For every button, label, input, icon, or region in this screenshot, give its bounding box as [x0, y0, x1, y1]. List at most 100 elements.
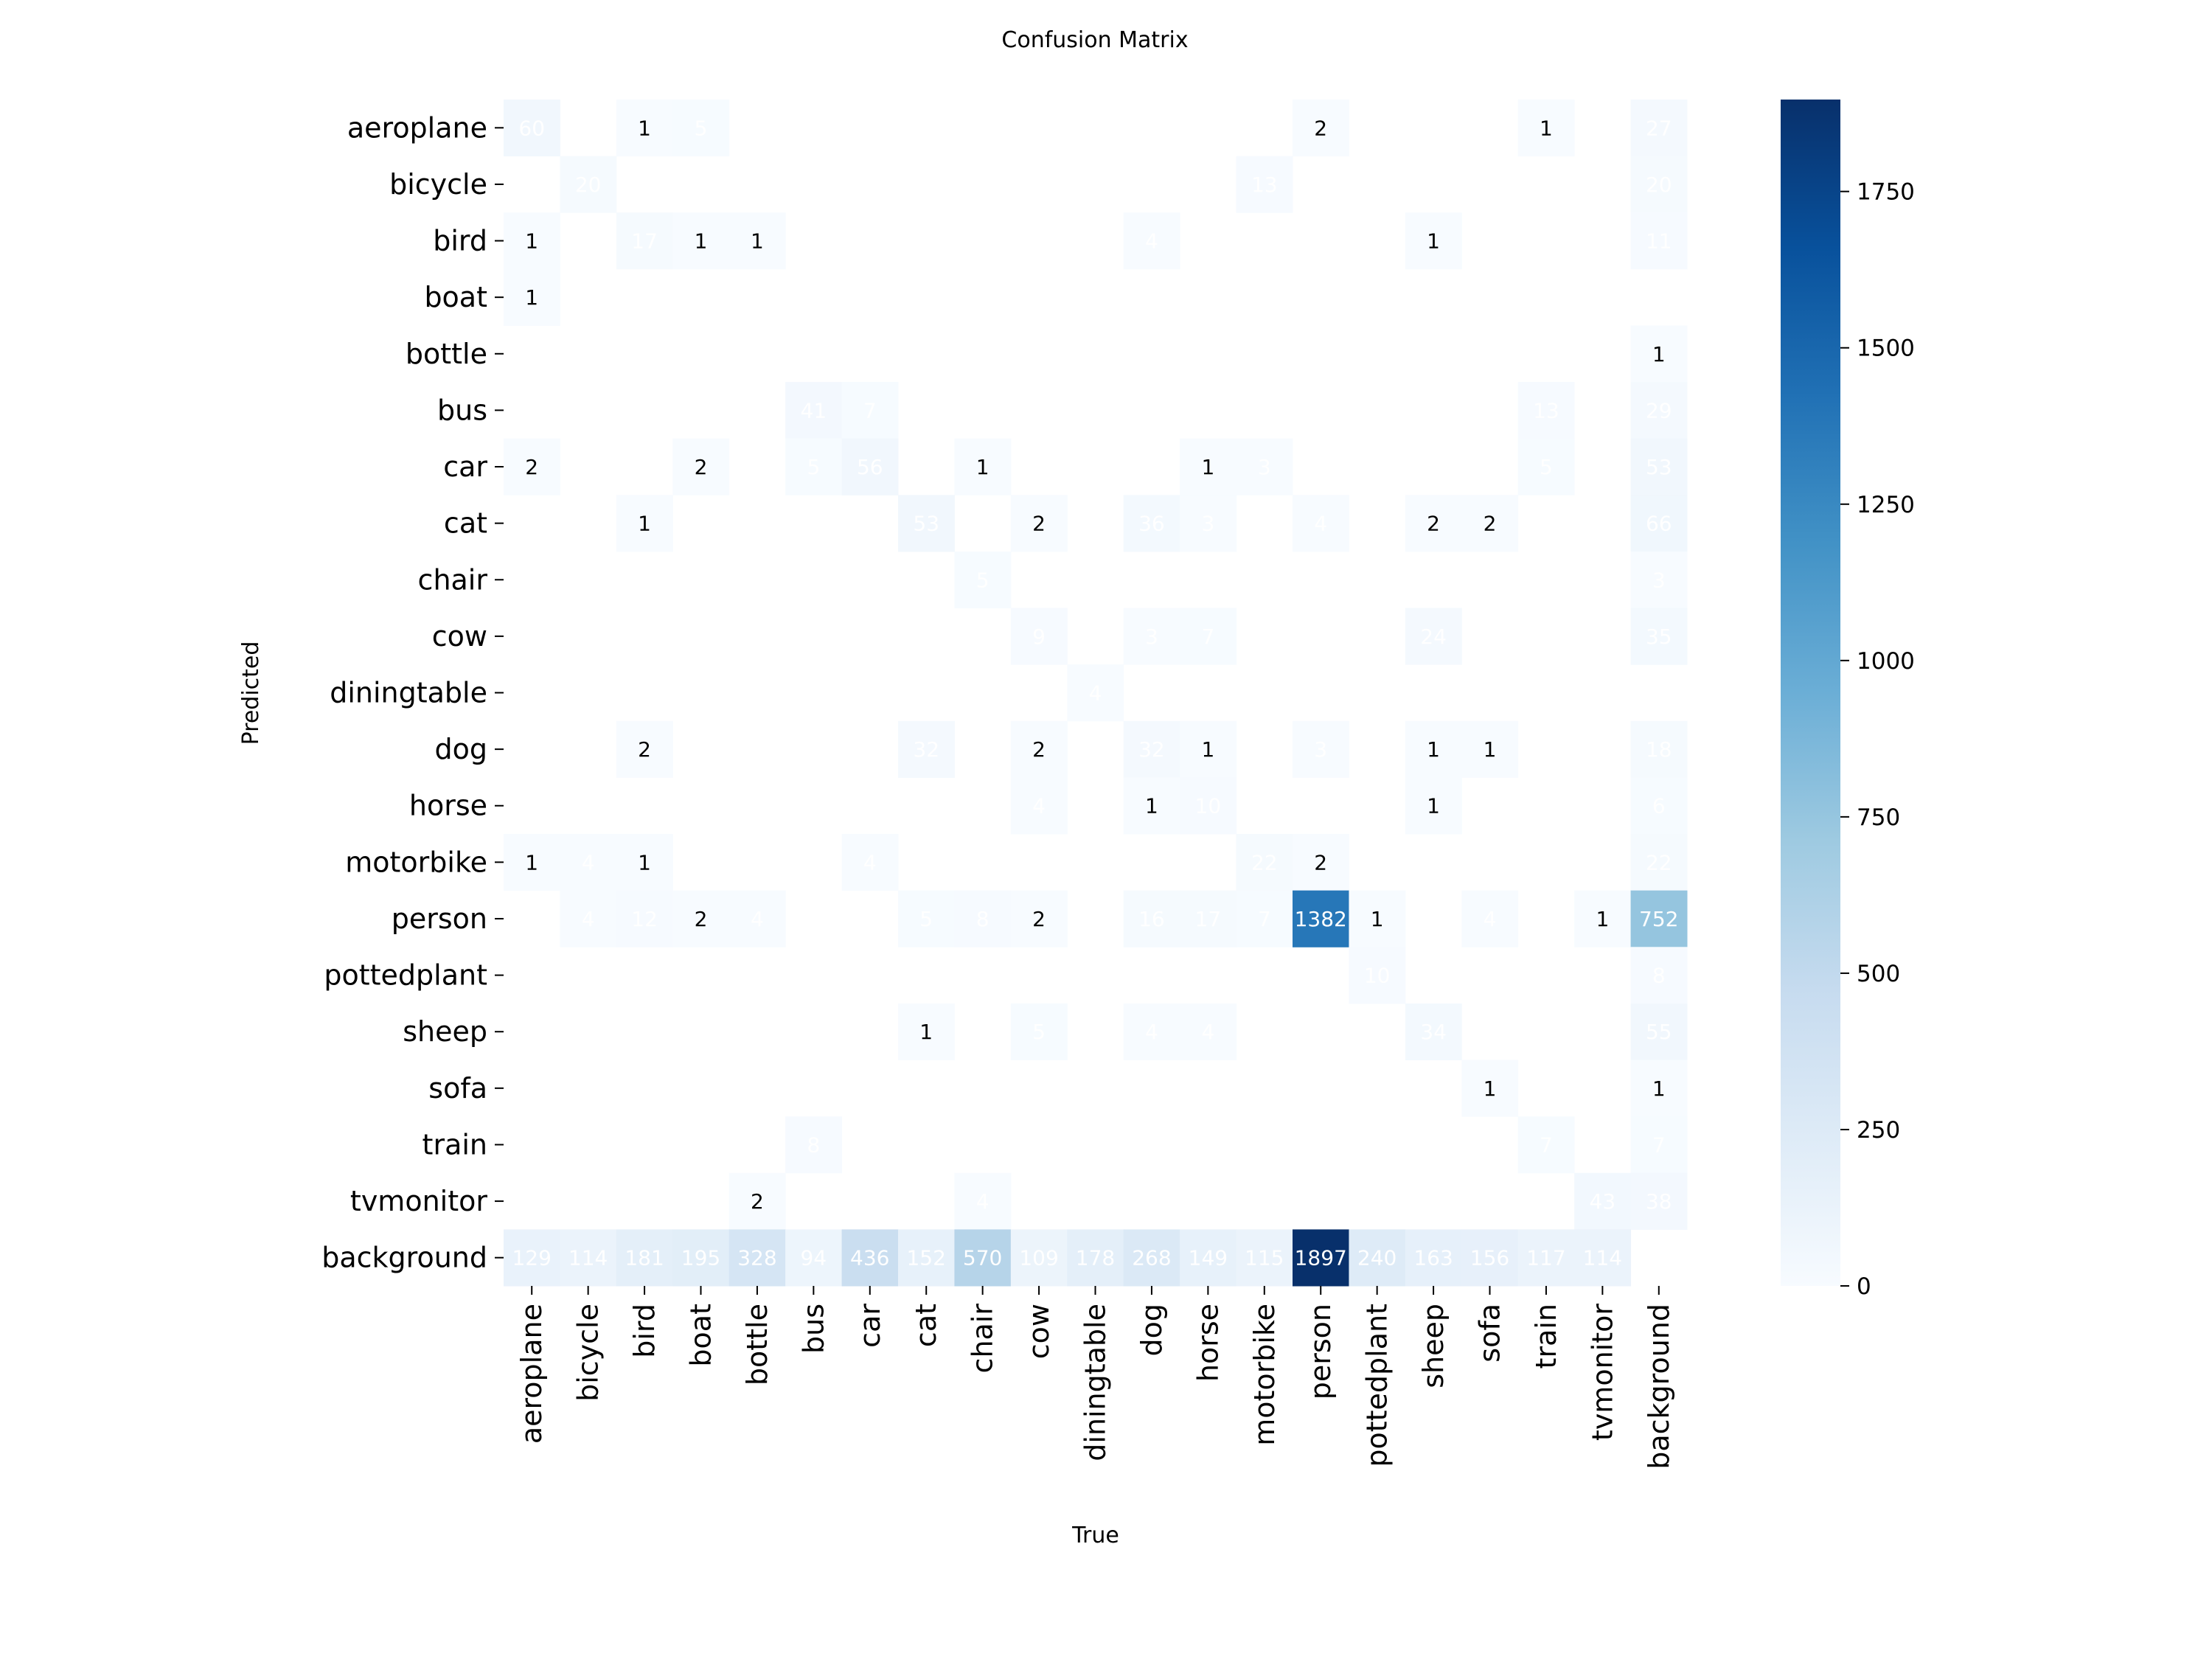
x-tick-label: bicycle — [572, 1304, 605, 1402]
heatmap-cell — [1630, 1003, 1688, 1061]
cell-value: 114 — [568, 1246, 608, 1270]
colorbar-tick-label: 250 — [1857, 1117, 1900, 1144]
heatmap-cell — [1067, 1229, 1124, 1287]
heatmap-cell — [1180, 495, 1237, 552]
cell-value: 34 — [1420, 1020, 1447, 1044]
cell-value: 1 — [525, 229, 538, 254]
y-tick-label: pottedplant — [324, 959, 487, 992]
heatmap-cell — [1010, 777, 1068, 835]
heatmap-cell — [1236, 890, 1293, 947]
y-tick-label: bottle — [406, 338, 487, 370]
heatmap-cell — [1461, 720, 1519, 778]
cell-value: 1 — [1484, 1077, 1497, 1101]
x-tick-label: bottle — [741, 1304, 773, 1385]
cell-value: 12 — [631, 907, 658, 931]
heatmap-cell — [728, 890, 786, 947]
heatmap-cell — [1405, 495, 1462, 552]
heatmap-cell — [1574, 890, 1632, 947]
cell-value: 1 — [525, 285, 538, 310]
heatmap-cell — [1630, 495, 1688, 552]
y-tick-label: dog — [435, 733, 488, 765]
cell-value: 18 — [1646, 737, 1672, 762]
heatmap-cell — [560, 890, 617, 947]
y-tick-label: background — [321, 1242, 487, 1274]
cell-value: 1 — [1201, 455, 1214, 479]
cell-value: 4 — [582, 850, 595, 874]
cell-value: 2 — [1032, 907, 1046, 931]
heatmap-cell — [728, 212, 786, 270]
cell-value: 55 — [1646, 1020, 1672, 1044]
heatmap-cell — [785, 438, 843, 495]
cell-value: 1 — [1427, 794, 1440, 818]
cell-value: 115 — [1245, 1246, 1284, 1270]
heatmap-cell — [616, 495, 673, 552]
cell-value: 53 — [1646, 455, 1672, 479]
y-tick-label: aeroplane — [347, 111, 487, 144]
heatmap-cell — [1123, 890, 1180, 947]
heatmap-cell — [1236, 156, 1293, 213]
cell-value: 1 — [695, 229, 708, 254]
heatmap-cell — [1123, 720, 1180, 778]
cell-value: 178 — [1076, 1246, 1115, 1270]
cell-value: 436 — [850, 1246, 889, 1270]
x-tick-label: background — [1643, 1304, 1675, 1470]
heatmap-cell — [841, 834, 899, 891]
y-tick-label: chair — [418, 563, 488, 596]
y-tick-label: motorbike — [345, 846, 487, 878]
cell-value: 152 — [906, 1246, 945, 1270]
cell-value: 3 — [1652, 568, 1666, 592]
heatmap-cell — [1630, 438, 1688, 495]
cell-value: 2 — [1032, 512, 1046, 536]
heatmap-cell — [1010, 890, 1068, 947]
cell-value: 3 — [1314, 737, 1327, 762]
heatmap-cell — [1630, 382, 1688, 439]
cell-value: 22 — [1646, 850, 1672, 874]
cell-value: 570 — [963, 1246, 1002, 1270]
x-tick-label: motorbike — [1248, 1304, 1281, 1446]
cell-value: 2 — [1484, 512, 1497, 536]
colorbar — [1781, 100, 1840, 1286]
x-tick-label: pottedplant — [1361, 1304, 1394, 1467]
cell-value: 268 — [1132, 1246, 1171, 1270]
cell-value: 1897 — [1295, 1246, 1347, 1270]
heatmap-cell — [1517, 1116, 1575, 1174]
heatmap-cell — [954, 438, 1012, 495]
heatmap-cell — [1630, 156, 1688, 213]
cell-value: 7 — [1201, 625, 1214, 649]
cell-value: 2 — [638, 737, 651, 762]
cell-value: 6 — [1652, 794, 1666, 818]
heatmap-cell — [1293, 100, 1349, 157]
cell-value: 5 — [976, 568, 990, 592]
y-tick-label: car — [443, 451, 487, 483]
heatmap-cell — [1349, 1229, 1406, 1287]
x-tick-label: person — [1304, 1304, 1337, 1399]
heatmap-cell — [1517, 382, 1575, 439]
cell-value: 1 — [1427, 229, 1440, 254]
heatmap-cell — [1405, 212, 1462, 270]
cell-value: 752 — [1639, 907, 1678, 931]
heatmap-cell — [1010, 1003, 1068, 1061]
cell-value: 27 — [1646, 116, 1672, 140]
cell-value: 94 — [801, 1246, 827, 1270]
x-tick-label: boat — [685, 1304, 717, 1367]
heatmap-cell — [504, 212, 560, 270]
cell-value: 109 — [1019, 1246, 1058, 1270]
y-tick-label: bus — [437, 394, 487, 426]
heatmap-cell — [1180, 608, 1237, 665]
heatmap-cell — [1236, 438, 1293, 495]
cell-value: 2 — [695, 455, 708, 479]
x-tick-label: sofa — [1474, 1304, 1506, 1363]
chart-title: Confusion Matrix — [1001, 27, 1188, 53]
cell-value: 4 — [751, 907, 764, 931]
colorbar-tick-label: 750 — [1857, 804, 1900, 831]
heatmap-cells — [504, 100, 1688, 1287]
cell-value: 2 — [695, 907, 708, 931]
heatmap-cell — [1461, 495, 1519, 552]
colorbar-tick-label: 0 — [1857, 1273, 1871, 1300]
heatmap-cell — [1293, 495, 1349, 552]
cell-value: 1 — [751, 229, 764, 254]
heatmap-cell — [1630, 608, 1688, 665]
y-tick-label: diningtable — [330, 677, 487, 709]
heatmap-cell — [1236, 1229, 1293, 1287]
